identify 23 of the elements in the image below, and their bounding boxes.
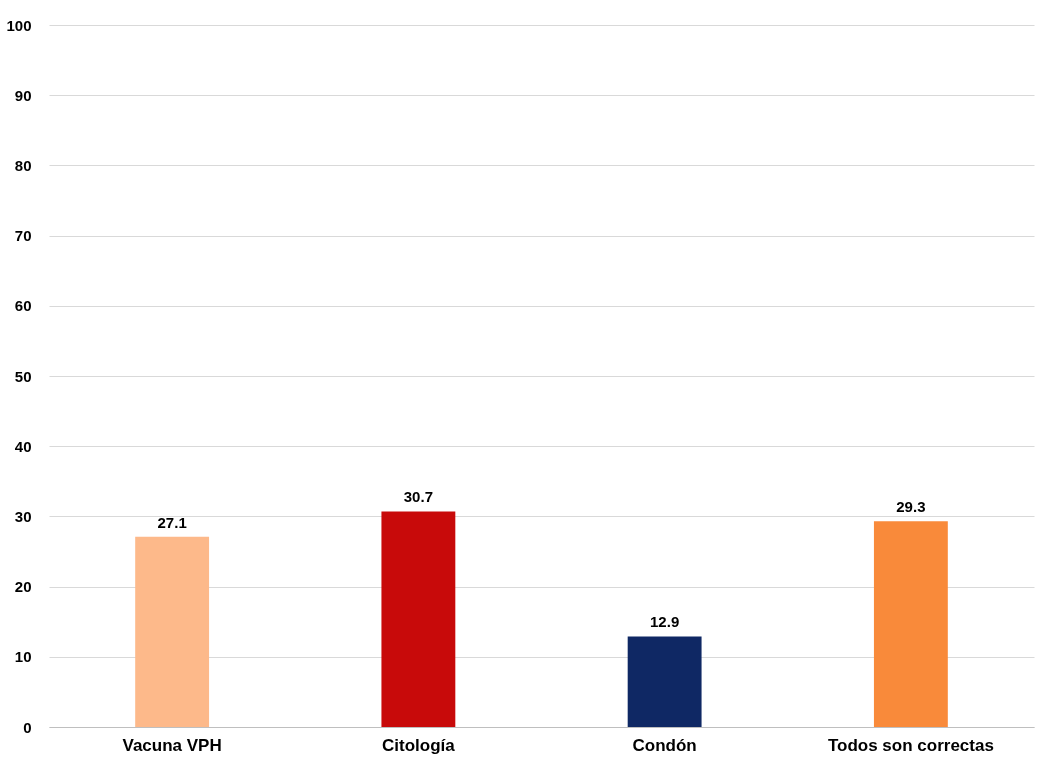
y-tick-label: 20 [14, 578, 32, 596]
y-tick-label: 60 [14, 297, 32, 315]
data-label: 12.9 [650, 613, 680, 631]
x-tick-label: Todos son correctas [827, 735, 994, 755]
y-tick-label: 50 [14, 367, 32, 385]
x-tick-label: Citología [382, 735, 456, 755]
x-tick-label: Vacuna VPH [122, 735, 222, 755]
y-tick-label: 100 [6, 16, 32, 34]
y-tick-label: 70 [14, 227, 32, 245]
y-tick-label: 30 [14, 507, 32, 525]
y-tick-label: 80 [14, 156, 32, 174]
x-tick-label: Condón [632, 735, 697, 755]
data-label: 27.1 [157, 513, 187, 531]
bar [873, 521, 948, 727]
y-tick-label: 90 [14, 86, 32, 104]
data-label: 30.7 [403, 488, 433, 506]
y-tick-label: 40 [14, 437, 32, 455]
bar [381, 511, 456, 727]
y-tick-label: 0 [23, 718, 32, 736]
y-tick-label: 10 [14, 648, 32, 666]
bar [135, 536, 210, 727]
bar [627, 636, 702, 727]
data-label: 29.3 [896, 498, 926, 516]
